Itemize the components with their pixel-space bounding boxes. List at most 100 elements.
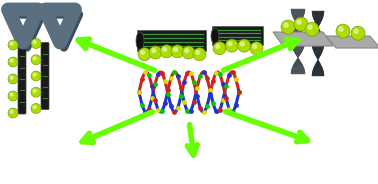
- Circle shape: [10, 110, 13, 113]
- Polygon shape: [296, 22, 300, 23]
- Circle shape: [152, 49, 156, 53]
- Polygon shape: [292, 36, 304, 37]
- Polygon shape: [297, 26, 299, 27]
- Polygon shape: [312, 46, 324, 47]
- Circle shape: [240, 42, 244, 46]
- Polygon shape: [313, 18, 323, 19]
- Circle shape: [196, 50, 200, 54]
- Circle shape: [31, 103, 41, 114]
- Polygon shape: [314, 52, 322, 53]
- Polygon shape: [314, 51, 322, 52]
- Circle shape: [171, 45, 184, 58]
- Circle shape: [305, 22, 319, 36]
- Circle shape: [354, 29, 358, 33]
- Polygon shape: [297, 23, 299, 24]
- Ellipse shape: [211, 28, 219, 44]
- Polygon shape: [312, 11, 324, 12]
- Polygon shape: [317, 29, 319, 30]
- Polygon shape: [316, 55, 321, 56]
- Polygon shape: [314, 19, 322, 20]
- Ellipse shape: [136, 32, 144, 50]
- Circle shape: [250, 42, 263, 55]
- Polygon shape: [313, 68, 323, 69]
- Circle shape: [8, 108, 18, 118]
- Circle shape: [8, 57, 18, 67]
- Polygon shape: [313, 16, 323, 17]
- Polygon shape: [312, 75, 324, 76]
- Circle shape: [10, 93, 13, 96]
- Polygon shape: [315, 64, 321, 65]
- Polygon shape: [312, 12, 324, 13]
- Polygon shape: [312, 40, 324, 41]
- Circle shape: [225, 39, 239, 52]
- Polygon shape: [291, 40, 305, 41]
- Polygon shape: [291, 45, 305, 46]
- Polygon shape: [294, 51, 302, 52]
- Circle shape: [8, 91, 18, 101]
- Circle shape: [336, 24, 350, 38]
- Polygon shape: [312, 42, 324, 43]
- Polygon shape: [292, 47, 304, 48]
- Polygon shape: [296, 27, 299, 28]
- Polygon shape: [293, 50, 303, 51]
- Polygon shape: [312, 43, 324, 44]
- Circle shape: [10, 76, 13, 79]
- Polygon shape: [314, 66, 322, 67]
- Polygon shape: [313, 36, 323, 37]
- Polygon shape: [314, 20, 322, 21]
- Circle shape: [238, 39, 251, 52]
- Circle shape: [213, 42, 226, 55]
- Polygon shape: [292, 68, 304, 69]
- Polygon shape: [316, 62, 320, 63]
- Circle shape: [281, 20, 295, 34]
- Polygon shape: [313, 38, 324, 39]
- FancyBboxPatch shape: [41, 43, 49, 109]
- Polygon shape: [313, 17, 323, 18]
- Polygon shape: [313, 49, 323, 50]
- Polygon shape: [294, 31, 302, 32]
- Polygon shape: [297, 59, 299, 60]
- Polygon shape: [293, 32, 302, 33]
- Polygon shape: [294, 63, 302, 64]
- Polygon shape: [291, 44, 305, 45]
- Polygon shape: [291, 11, 305, 12]
- Polygon shape: [315, 21, 321, 22]
- Polygon shape: [318, 26, 319, 27]
- Circle shape: [351, 26, 365, 40]
- Polygon shape: [297, 56, 299, 57]
- Polygon shape: [294, 52, 302, 53]
- Polygon shape: [317, 57, 319, 58]
- Polygon shape: [312, 39, 324, 40]
- Circle shape: [33, 57, 36, 60]
- Polygon shape: [293, 16, 304, 17]
- Polygon shape: [291, 41, 305, 42]
- Polygon shape: [293, 17, 303, 18]
- Circle shape: [8, 40, 18, 50]
- Polygon shape: [314, 35, 322, 36]
- Polygon shape: [316, 63, 321, 64]
- Polygon shape: [294, 64, 302, 65]
- Polygon shape: [296, 54, 300, 55]
- Circle shape: [284, 23, 288, 27]
- Polygon shape: [316, 31, 321, 32]
- Polygon shape: [314, 53, 322, 54]
- Polygon shape: [291, 9, 305, 10]
- Polygon shape: [291, 38, 305, 39]
- Polygon shape: [291, 70, 305, 71]
- Polygon shape: [291, 73, 305, 74]
- Polygon shape: [297, 57, 299, 58]
- Polygon shape: [313, 71, 324, 72]
- Polygon shape: [315, 54, 321, 55]
- Polygon shape: [292, 46, 304, 47]
- FancyBboxPatch shape: [212, 26, 263, 45]
- Polygon shape: [291, 37, 305, 38]
- Polygon shape: [293, 49, 303, 50]
- Polygon shape: [291, 39, 305, 40]
- Polygon shape: [294, 19, 302, 20]
- Polygon shape: [296, 60, 300, 61]
- Polygon shape: [316, 24, 320, 25]
- Polygon shape: [291, 42, 305, 43]
- Polygon shape: [297, 24, 299, 25]
- Circle shape: [339, 27, 343, 31]
- Circle shape: [160, 45, 173, 58]
